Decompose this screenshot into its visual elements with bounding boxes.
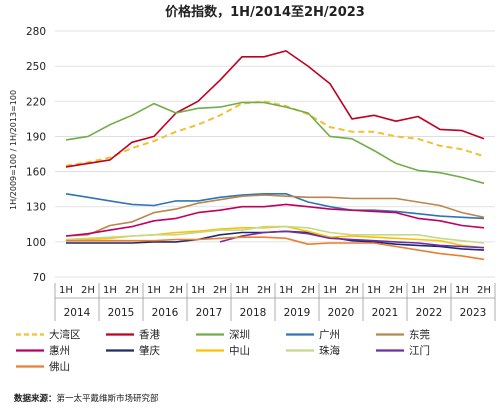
x-tick-label: 1H xyxy=(411,285,425,296)
legend-item: 中山 xyxy=(196,344,250,357)
legend-label: 江门 xyxy=(409,344,430,357)
x-year-label: 2014 xyxy=(64,307,91,319)
grid-lines xyxy=(55,30,495,278)
x-tick-label: 1H xyxy=(367,285,381,296)
x-tick-label: 1H xyxy=(103,285,117,296)
x-tick-label: 1H xyxy=(455,285,469,296)
legend-item: 香港 xyxy=(106,329,160,341)
x-year-label: 2022 xyxy=(416,307,443,319)
legend-label: 惠州 xyxy=(49,344,70,357)
series-line xyxy=(65,225,485,244)
y-tick-label: 250 xyxy=(26,61,46,73)
x-tick-label: 2H xyxy=(301,285,315,296)
legend-label: 大湾区 xyxy=(49,328,81,341)
x-tick-label: 2H xyxy=(433,285,447,296)
legend-item: 东莞 xyxy=(376,328,430,341)
x-tick-label: 2H xyxy=(389,285,403,296)
x-year-label: 2018 xyxy=(240,307,267,319)
legend-label: 珠海 xyxy=(319,344,340,357)
series-line xyxy=(66,236,485,261)
x-tick-label: 1H xyxy=(323,285,337,296)
legend-item: 深圳 xyxy=(196,329,250,341)
legend-label: 佛山 xyxy=(49,360,70,373)
x-tick-label: 2H xyxy=(169,285,183,296)
series-line xyxy=(65,193,485,220)
legend-label: 广州 xyxy=(319,329,340,341)
series-line xyxy=(65,101,485,185)
series-line xyxy=(65,203,485,237)
series-line xyxy=(65,50,485,168)
x-year-label: 2016 xyxy=(152,307,179,319)
legend-item: 珠海 xyxy=(286,344,340,357)
x-year-label: 2020 xyxy=(328,307,355,319)
x-year-label: 2015 xyxy=(108,307,135,319)
x-tick-label: 2H xyxy=(125,285,139,296)
legend-item: 广州 xyxy=(286,329,340,341)
series-line xyxy=(65,100,485,167)
x-tick-label: 2H xyxy=(213,285,227,296)
y-axis-label: 1H/2009=100 / 1H/2013=100 xyxy=(9,90,18,210)
y-tick-label: 70 xyxy=(33,272,46,284)
series-line xyxy=(65,194,485,237)
source-label: 数据来源： xyxy=(14,393,57,404)
x-tick-label: 2H xyxy=(477,285,491,296)
source-note: 数据来源：第一太平戴维斯市场研究部 xyxy=(14,393,159,404)
x-year-label: 2023 xyxy=(460,307,487,319)
x-tick-label: 1H xyxy=(235,285,249,296)
legend-item: 佛山 xyxy=(16,360,70,373)
x-year-label: 2017 xyxy=(196,307,223,319)
legend-item: 惠州 xyxy=(16,344,70,357)
source-text: 第一太平戴维斯市场研究部 xyxy=(57,393,160,404)
chart-title: 价格指数，1H/2014至2H/2023 xyxy=(165,4,365,20)
legend-label: 肇庆 xyxy=(139,344,160,357)
legend-item: 江门 xyxy=(376,344,430,357)
legend-item: 肇庆 xyxy=(106,344,160,357)
legend-label: 香港 xyxy=(139,329,160,341)
y-tick-label: 130 xyxy=(26,202,46,214)
y-tick-label: 160 xyxy=(26,167,46,179)
y-tick-label: 190 xyxy=(26,131,46,143)
x-tick-label: 2H xyxy=(345,285,359,296)
series-line xyxy=(219,230,485,249)
x-tick-label: 1H xyxy=(147,285,161,296)
x-tick-label: 2H xyxy=(257,285,271,296)
legend-label: 深圳 xyxy=(229,329,250,341)
x-tick-label: 1H xyxy=(59,285,73,296)
y-tick-label: 280 xyxy=(26,26,46,38)
x-axis: 1H 2H 1H 2H 1H 2H 1H 2H 1H 2H 1H 2H 1H 2H 1H 2H 1H 2H 1H 2H… xyxy=(54,283,496,321)
x-tick-label: 1H xyxy=(191,285,205,296)
y-tick-label: 100 xyxy=(26,237,46,249)
legend-label: 中山 xyxy=(229,344,250,357)
y-tick-label: 220 xyxy=(26,96,46,108)
legend-item: 大湾区 xyxy=(16,328,81,341)
series-layer xyxy=(65,50,485,261)
x-year-label: 2021 xyxy=(372,307,399,319)
y-tick-labels: 70 100 130 160 190 220 250 280 xyxy=(26,26,46,284)
x-tick-label: 1H xyxy=(279,285,293,296)
x-year-label: 2019 xyxy=(284,307,311,319)
x-tick-label: 2H xyxy=(81,285,95,296)
legend-label: 东莞 xyxy=(409,328,430,341)
